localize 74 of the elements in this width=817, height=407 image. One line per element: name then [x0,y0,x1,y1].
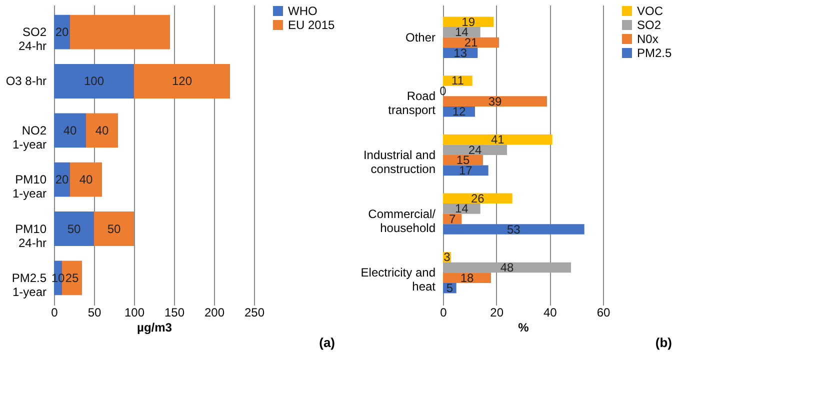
bar [54,14,70,50]
bar [70,162,102,197]
bar [443,134,552,145]
x-tick-label: 20 [490,306,504,320]
bar [443,272,491,283]
legend-label: PM2.5 [637,46,672,60]
data-label: 0 [440,84,447,98]
bar [443,224,584,234]
bar [443,204,480,214]
data-label: 50 [107,222,121,236]
y-tick-label: PM10 24-hr [15,222,47,250]
data-label: 40 [95,123,109,138]
data-label: 20 [55,172,69,187]
x-tick-label: 200 [204,306,225,320]
y-tick-label: SO2 24-hr [18,25,47,54]
x-tick-label: 100 [124,306,145,320]
data-label: 20 [55,25,69,40]
data-label: 18 [460,270,474,285]
bar [134,64,230,98]
data-label: 41 [490,132,505,147]
y-tick-label: PM10 1-year [12,172,47,201]
x-axis-title: µg/m3 [137,320,172,334]
data-label: 7 [448,212,456,226]
data-label: 120 [172,74,192,88]
y-tick-label: Electricity and heat [360,266,436,294]
bar [443,262,571,273]
data-label: 48 [500,260,514,274]
y-tick-label: PM2.5 1-year [12,270,47,299]
x-tick-label: 40 [543,306,558,320]
legend-label: VOC [637,4,664,18]
bar [443,193,512,204]
y-tick-label: NO2 1-year [12,123,47,152]
bar [54,64,134,98]
legend-label: EU 2015 [288,18,336,32]
legend-label: SO2 [637,18,662,32]
bar [54,113,86,148]
x-axis-title: % [518,320,530,334]
x-tick-label: 250 [244,306,265,320]
text: (b) [655,335,672,350]
bar [443,27,480,38]
legend-label: N0x [637,32,658,46]
bar [94,212,134,246]
data-label: 50 [67,222,81,236]
data-label: 26 [470,191,485,206]
x-tick-label: 0 [51,306,58,320]
y-tick-label: Industrial and construction [363,148,436,176]
bar [54,212,94,246]
y-tick-label: Road transport [388,89,436,118]
bar [86,113,118,148]
data-label: 3 [444,250,451,264]
legend-label: WHO [288,4,318,18]
data-label: 40 [79,172,93,187]
bar [70,14,170,50]
data-label: 53 [506,222,521,236]
bar [443,144,507,155]
y-tick-label: Other [405,30,436,44]
x-tick-label: 0 [440,306,448,320]
y-tick-label: Commercial/ household [368,206,436,235]
x-tick-label: 150 [164,306,185,320]
x-tick-label: 50 [88,306,102,320]
bar [443,96,547,106]
y-tick-label: O3 8-hr [6,74,46,88]
data-label: 5 [446,281,454,296]
data-label: 40 [63,123,77,138]
data-label: 24 [468,142,482,157]
data-label: 25 [65,270,79,285]
data-label: 11 [451,74,464,88]
x-tick-label: 60 [596,306,610,320]
bar [54,162,70,197]
text: (a) [319,335,335,350]
data-label: 12 [452,104,466,119]
data-label: 14 [454,202,469,216]
data-label: 39 [488,94,502,108]
data-label: 100 [84,74,104,88]
